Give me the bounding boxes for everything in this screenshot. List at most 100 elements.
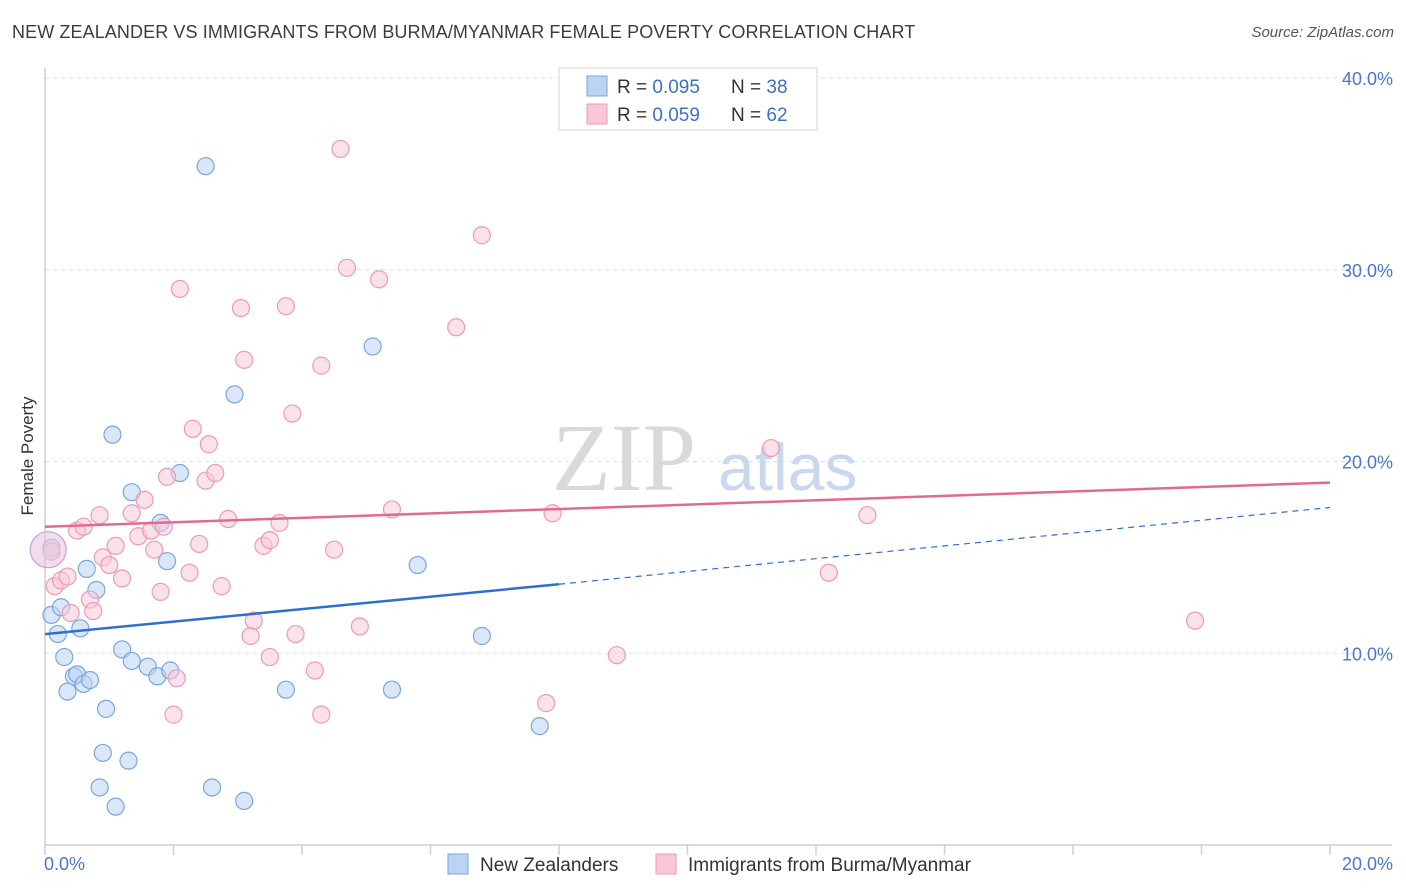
point-series-1-8 — [84, 601, 103, 621]
point-series-1-54 — [472, 226, 491, 245]
point-series-1-60 — [858, 506, 877, 525]
point-series-1-48 — [331, 139, 350, 159]
point-series-1-13 — [112, 569, 132, 588]
y-tick-label-3: 40.0% — [1342, 69, 1393, 89]
point-series-0-36 — [472, 626, 491, 646]
point-series-1-46 — [312, 705, 331, 724]
series-legend-label-new-zealanders: New Zealanders — [480, 855, 618, 876]
point-series-1-53 — [447, 318, 466, 337]
point-series-1-30 — [206, 463, 225, 483]
point-series-1-55 — [537, 694, 556, 713]
point-series-1-41 — [276, 297, 296, 316]
legend-swatch-new-zealanders — [586, 75, 608, 97]
point-series-1-26 — [183, 419, 202, 439]
point-series-1-25 — [180, 563, 199, 582]
watermark: ZIP atlas — [552, 404, 857, 511]
point-series-1-11 — [100, 555, 119, 575]
chart-title: NEW ZEALANDER VS IMMIGRANTS FROM BURMA/M… — [12, 22, 916, 42]
y-tick-labels: 10.0% 20.0% 30.0% 40.0% — [1342, 69, 1393, 664]
legend-n-label-2: N = — [731, 105, 766, 126]
point-series-1-50 — [350, 617, 369, 636]
trend-line-new-zealanders — [44, 582, 560, 636]
legend-n-value-1: 38 — [766, 77, 787, 98]
point-series-1-44 — [305, 661, 324, 680]
point-series-0-14 — [93, 743, 112, 763]
y-tick-label-2: 30.0% — [1342, 261, 1393, 281]
point-series-0-25 — [157, 552, 177, 571]
series-legend-swatch-new-zealanders — [447, 853, 469, 875]
point-series-0-4 — [55, 647, 74, 667]
svg-text:R = 0.059: R = 0.059 — [617, 105, 700, 126]
point-series-1-51 — [370, 270, 389, 289]
trend-line-new-zealanders-extension — [558, 506, 1331, 585]
x-tick-labels: 0.0% 20.0% — [44, 854, 1393, 874]
point-series-1-23 — [167, 669, 186, 688]
point-series-1-4 — [61, 603, 80, 623]
legend-r-value-1: 0.095 — [652, 77, 700, 98]
point-series-0-20 — [122, 651, 141, 671]
point-series-1-38 — [260, 531, 279, 550]
point-series-0-32 — [276, 680, 296, 699]
trend-line-burma-myanmar — [44, 481, 1331, 528]
point-series-0-16 — [103, 425, 122, 444]
point-series-1-27 — [190, 534, 209, 554]
point-series-1-12 — [106, 536, 125, 555]
data-points — [29, 139, 1205, 816]
source-attribution: Source: ZipAtlas.com — [1251, 24, 1394, 41]
point-series-0-10 — [77, 559, 96, 578]
point-series-0-11 — [80, 670, 100, 690]
point-series-1-31 — [212, 577, 231, 596]
x-tick-label-1: 20.0% — [1342, 854, 1393, 874]
legend-n-label-1: N = — [731, 77, 766, 98]
point-series-1-9 — [90, 506, 109, 525]
legend-n-value-2: 62 — [766, 105, 787, 126]
point-series-1-29 — [199, 435, 218, 454]
point-series-1-59 — [819, 563, 838, 582]
point-series-1-40 — [270, 513, 289, 532]
point-series-1-45 — [312, 356, 331, 375]
series-legend-label-burma-myanmar: Immigrants from Burma/Myanmar — [688, 855, 972, 876]
svg-text:N = 62: N = 62 — [731, 105, 788, 126]
point-series-0-17 — [106, 797, 125, 816]
point-series-1-14 — [122, 504, 141, 523]
point-series-1-20 — [154, 517, 173, 536]
series-legend: New Zealanders Immigrants from Burma/Mya… — [447, 853, 972, 876]
point-series-1-3 — [58, 567, 77, 586]
point-series-0-8 — [71, 619, 90, 638]
point-series-1-47 — [325, 540, 344, 559]
point-series-1-33 — [231, 299, 251, 318]
watermark-zip-text: ZIP — [552, 404, 696, 511]
point-series-0-35 — [408, 555, 427, 575]
y-tick-label-1: 20.0% — [1342, 453, 1393, 473]
series-legend-swatch-burma-myanmar — [655, 853, 677, 875]
point-series-0-37 — [530, 717, 549, 736]
legend-r-label-2: R = — [617, 105, 652, 126]
point-series-1-61 — [1185, 611, 1205, 630]
legend-r-value-2: 0.059 — [652, 105, 700, 126]
point-series-1-24 — [170, 279, 190, 299]
point-series-1-36 — [244, 611, 263, 630]
trend-lines — [44, 481, 1331, 636]
svg-text:N = 38: N = 38 — [731, 77, 788, 98]
point-series-1-39 — [260, 647, 279, 667]
point-series-0-13 — [90, 778, 109, 797]
x-tick-label-0: 0.0% — [44, 854, 85, 874]
point-series-0-19 — [119, 751, 138, 770]
point-series-0-5 — [58, 682, 77, 701]
point-series-0-15 — [96, 699, 116, 718]
svg-text:R = 0.095: R = 0.095 — [617, 77, 700, 98]
watermark-atlas-text: atlas — [718, 430, 857, 504]
axes — [44, 68, 1392, 855]
legend-r-label-1: R = — [617, 77, 652, 98]
legend-swatch-burma-myanmar — [586, 103, 608, 125]
point-series-1-22 — [164, 705, 183, 724]
point-series-1-35 — [241, 626, 260, 646]
correlation-legend: R = 0.095 N = 38 R = 0.059 N = 62 — [558, 67, 818, 131]
point-series-1-21 — [157, 467, 177, 486]
point-series-1-16 — [135, 490, 154, 509]
point-series-0-33 — [363, 337, 382, 356]
point-series-0-30 — [225, 385, 244, 404]
point-series-1-42 — [283, 404, 302, 423]
point-series-1-57 — [607, 646, 626, 665]
